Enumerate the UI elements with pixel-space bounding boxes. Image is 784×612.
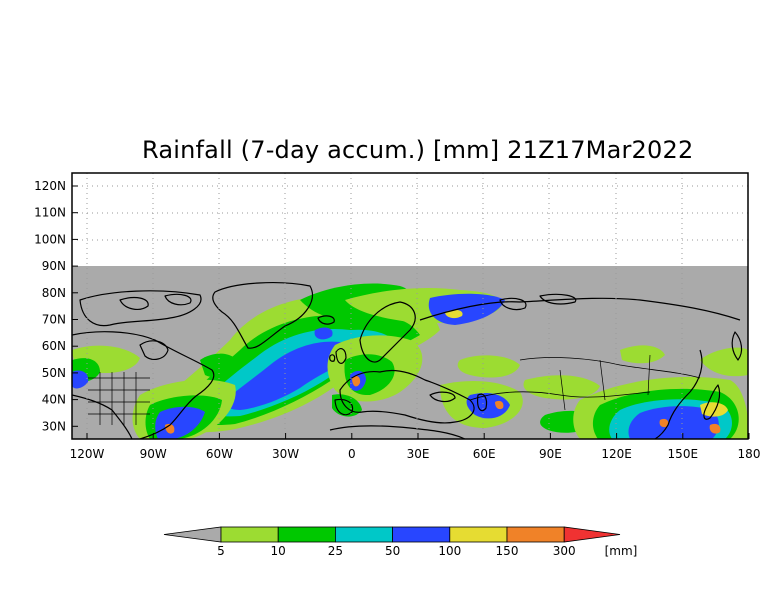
lon-tick-label: 120W: [70, 447, 105, 461]
lon-tick-label: 150E: [668, 447, 699, 461]
legend-arrow-low: [163, 526, 222, 543]
rainfall-field: [72, 283, 748, 439]
legend-swatch: [220, 526, 279, 543]
lat-tick-label: 40N: [42, 393, 66, 407]
legend-swatch: [506, 526, 565, 543]
lat-tick-label: 50N: [42, 366, 66, 380]
map-frame: [71, 172, 749, 440]
lon-tick-label: 30W: [272, 447, 299, 461]
latitude-axis: 120N 110N 100N 90N 80N 70N 60N 50N 40N 30N: [34, 179, 78, 433]
legend-threshold-label: 100: [438, 544, 461, 558]
legend-threshold-label: 10: [271, 544, 286, 558]
map-content: [72, 173, 748, 439]
lat-tick-label: 120N: [34, 179, 66, 193]
legend-threshold-label: 50: [385, 544, 400, 558]
color-legend: 5 10 25 50 100 150 300 [mm]: [163, 526, 638, 558]
lat-tick-label: 30N: [42, 419, 66, 433]
lon-tick-label: 60W: [206, 447, 233, 461]
legend-swatch: [277, 526, 336, 543]
lon-tick-label: 90E: [539, 447, 562, 461]
legend-unit-label: [mm]: [605, 544, 638, 558]
longitude-axis: 120W 90W 60W 30W 0 30E 60E 90E 120E 150E 180: [70, 433, 761, 461]
legend-threshold-label: 150: [496, 544, 519, 558]
lat-tick-label: 80N: [42, 286, 66, 300]
lon-tick-label: 120E: [601, 447, 632, 461]
legend-threshold-label: 5: [217, 544, 225, 558]
legend-swatch: [334, 526, 393, 543]
legend-threshold-label: 300: [553, 544, 576, 558]
legend-swatch: [392, 526, 451, 543]
lat-tick-label: 60N: [42, 339, 66, 353]
legend-threshold-label: 25: [328, 544, 343, 558]
lon-tick-label: 30E: [407, 447, 430, 461]
lat-tick-label: 90N: [42, 259, 66, 273]
legend-swatch: [449, 526, 508, 543]
lat-tick-label: 110N: [34, 206, 66, 220]
lon-tick-label: 0: [348, 447, 356, 461]
coastlines: [72, 282, 743, 439]
lon-tick-label: 90W: [140, 447, 167, 461]
lon-tick-label: 180: [738, 447, 761, 461]
lat-tick-label: 70N: [42, 313, 66, 327]
legend-arrow-high: [563, 526, 621, 543]
lat-tick-label: 100N: [34, 232, 66, 246]
lon-tick-label: 60E: [473, 447, 496, 461]
